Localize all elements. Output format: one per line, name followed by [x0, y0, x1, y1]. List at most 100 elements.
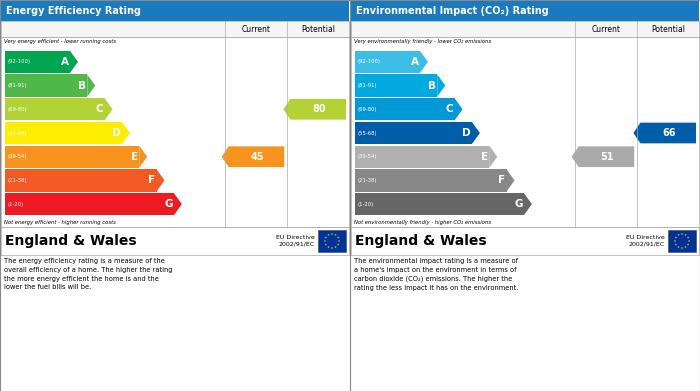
Polygon shape [338, 240, 340, 242]
Polygon shape [687, 243, 689, 246]
Text: The energy efficiency rating is a measure of the
overall efficiency of a home. T: The energy efficiency rating is a measur… [4, 258, 172, 290]
Polygon shape [685, 246, 687, 248]
Text: (39-54): (39-54) [357, 154, 377, 159]
Polygon shape [70, 51, 78, 73]
Bar [5, 169, 157, 192]
Text: E: E [131, 152, 138, 162]
Text: C: C [96, 104, 104, 114]
Polygon shape [331, 247, 333, 249]
Text: (69-80): (69-80) [7, 107, 27, 112]
Bar [5, 51, 70, 73]
Polygon shape [472, 122, 480, 144]
Bar [355, 145, 489, 168]
Polygon shape [572, 146, 634, 167]
Bar [355, 122, 472, 144]
Text: Potential: Potential [651, 25, 685, 34]
Text: B: B [428, 81, 436, 91]
Text: Potential: Potential [301, 25, 335, 34]
Polygon shape [337, 243, 340, 246]
Polygon shape [634, 123, 696, 143]
Text: EU Directive
2002/91/EC: EU Directive 2002/91/EC [276, 235, 315, 247]
Bar [668, 230, 696, 252]
Text: Current: Current [592, 25, 621, 34]
Polygon shape [507, 169, 514, 192]
Text: (81-91): (81-91) [7, 83, 27, 88]
Polygon shape [524, 193, 532, 215]
Bar [351, 227, 699, 255]
Polygon shape [675, 243, 677, 246]
Text: Not energy efficient - higher running costs: Not energy efficient - higher running co… [4, 220, 116, 225]
Text: E: E [481, 152, 488, 162]
Polygon shape [687, 236, 689, 239]
Text: (92-100): (92-100) [357, 59, 380, 65]
Text: The environmental impact rating is a measure of
a home's impact on the environme: The environmental impact rating is a mea… [354, 258, 519, 291]
Text: (92-100): (92-100) [7, 59, 30, 65]
Bar [351, 37, 699, 227]
Polygon shape [174, 193, 182, 215]
Text: England & Wales: England & Wales [355, 234, 486, 248]
Text: A: A [61, 57, 69, 67]
Polygon shape [104, 98, 113, 120]
Bar [355, 74, 438, 97]
Text: Energy Efficiency Rating: Energy Efficiency Rating [6, 6, 141, 16]
Polygon shape [681, 247, 683, 249]
Text: (55-68): (55-68) [357, 131, 377, 136]
Text: (1-20): (1-20) [7, 202, 23, 206]
Polygon shape [325, 243, 327, 246]
Polygon shape [222, 146, 284, 167]
Text: (21-38): (21-38) [7, 178, 27, 183]
Bar [1, 37, 349, 227]
Polygon shape [139, 145, 147, 168]
Text: (1-20): (1-20) [357, 202, 373, 206]
Polygon shape [420, 51, 428, 73]
Text: F: F [498, 176, 505, 185]
Text: (81-91): (81-91) [357, 83, 377, 88]
Polygon shape [331, 233, 333, 235]
Text: Current: Current [242, 25, 271, 34]
Polygon shape [688, 240, 690, 242]
Polygon shape [678, 246, 680, 248]
Bar [318, 230, 346, 252]
Bar [1, 227, 349, 255]
Text: Not environmentally friendly - higher CO₂ emissions: Not environmentally friendly - higher CO… [354, 220, 491, 225]
Text: D: D [112, 128, 121, 138]
Bar [355, 193, 524, 215]
Polygon shape [324, 240, 326, 242]
Bar [5, 74, 88, 97]
Polygon shape [674, 240, 676, 242]
Polygon shape [685, 234, 687, 236]
Polygon shape [122, 122, 130, 144]
Polygon shape [335, 234, 337, 236]
Bar [5, 98, 104, 120]
Text: (55-68): (55-68) [7, 131, 27, 136]
Polygon shape [454, 98, 463, 120]
Text: G: G [164, 199, 173, 209]
Text: England & Wales: England & Wales [5, 234, 136, 248]
Text: 66: 66 [662, 128, 676, 138]
Text: 80: 80 [312, 104, 326, 114]
Polygon shape [335, 246, 337, 248]
Polygon shape [88, 74, 95, 97]
Text: Very energy efficient - lower running costs: Very energy efficient - lower running co… [4, 39, 116, 44]
Bar [1, 1, 349, 21]
Polygon shape [675, 236, 677, 239]
Text: A: A [411, 57, 419, 67]
Text: EU Directive
2002/91/EC: EU Directive 2002/91/EC [626, 235, 665, 247]
Bar [5, 122, 122, 144]
Text: F: F [148, 176, 155, 185]
Polygon shape [157, 169, 164, 192]
Polygon shape [284, 99, 346, 120]
Bar [351, 1, 699, 21]
Bar [5, 193, 174, 215]
Polygon shape [337, 236, 340, 239]
Text: G: G [514, 199, 523, 209]
Polygon shape [438, 74, 445, 97]
Bar [1, 21, 349, 37]
Polygon shape [681, 233, 683, 235]
Polygon shape [678, 234, 680, 236]
Bar [355, 98, 454, 120]
Polygon shape [489, 145, 497, 168]
Text: 51: 51 [601, 152, 614, 162]
Text: (21-38): (21-38) [357, 178, 377, 183]
Polygon shape [328, 234, 330, 236]
